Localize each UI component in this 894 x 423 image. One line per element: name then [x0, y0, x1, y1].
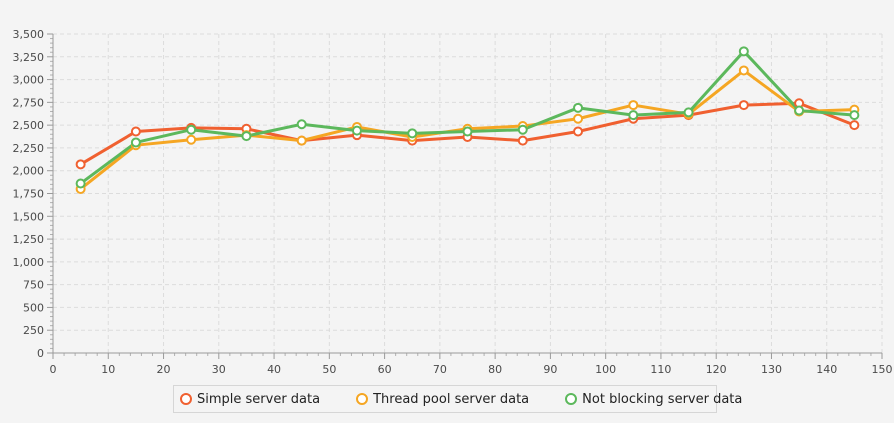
legend-label: Simple server data	[197, 391, 321, 407]
data-point	[573, 102, 584, 113]
x-tick-label: 140	[816, 363, 837, 376]
legend-label: Not blocking server data	[582, 391, 743, 407]
y-tick-label: 1,750	[13, 188, 45, 201]
data-point	[351, 125, 362, 136]
data-point	[738, 65, 749, 76]
y-tick-label: 1,500	[13, 210, 45, 223]
x-tick-label: 0	[50, 363, 57, 376]
legend-marker-icon	[180, 393, 192, 405]
data-point	[75, 178, 86, 189]
legend-marker-icon	[356, 393, 369, 405]
data-point	[849, 110, 860, 121]
data-point	[628, 110, 639, 121]
data-point	[628, 100, 639, 111]
x-tick-label: 80	[488, 363, 502, 376]
data-point	[186, 134, 197, 145]
x-tick-label: 60	[378, 363, 392, 376]
legend-item-thread-pool: Thread pool server data	[356, 392, 529, 407]
data-point	[296, 135, 307, 146]
x-tick-label: 90	[543, 363, 557, 376]
y-tick-label: 3,250	[13, 51, 45, 64]
y-tick-label: 250	[23, 324, 44, 337]
legend-label: Thread pool server data	[373, 391, 530, 407]
data-point	[849, 120, 860, 131]
x-tick-label: 70	[433, 363, 447, 376]
data-point	[794, 105, 805, 116]
x-tick-label: 40	[267, 363, 281, 376]
data-point	[738, 100, 749, 111]
x-tick-label: 20	[157, 363, 171, 376]
x-tick-label: 130	[761, 363, 782, 376]
legend-item-not-blocking: Not blocking server data	[565, 392, 742, 407]
axes: 02505007501,0001,2501,5001,7502,0002,250…	[13, 28, 893, 376]
x-tick-label: 150	[872, 363, 893, 376]
data-point	[738, 46, 749, 57]
data-point	[407, 128, 418, 139]
y-tick-label: 750	[23, 279, 44, 292]
data-point	[683, 107, 694, 118]
y-tick-label: 2,750	[13, 96, 45, 109]
x-tick-label: 120	[706, 363, 727, 376]
legend-item-simple: Simple server data	[180, 392, 320, 407]
data-point	[462, 126, 473, 137]
data-point	[296, 119, 307, 130]
data-point	[241, 131, 252, 142]
y-tick-label: 2,500	[13, 119, 45, 132]
y-tick-label: 1,000	[13, 256, 45, 269]
legend: Simple server data Thread pool server da…	[173, 385, 742, 413]
x-tick-label: 10	[101, 363, 115, 376]
y-tick-label: 1,250	[13, 233, 45, 246]
y-tick-label: 500	[23, 301, 44, 314]
data-point	[75, 159, 86, 170]
data-point	[130, 126, 141, 137]
y-tick-label: 2,000	[13, 165, 45, 178]
x-tick-label: 30	[212, 363, 226, 376]
series-line	[79, 49, 855, 185]
data-point	[573, 113, 584, 124]
x-tick-label: 50	[322, 363, 336, 376]
y-tick-label: 2,250	[13, 142, 45, 155]
series-layer	[75, 46, 860, 194]
y-tick-label: 0	[37, 347, 44, 360]
y-tick-label: 3,000	[13, 74, 45, 87]
x-tick-label: 110	[650, 363, 671, 376]
data-point	[517, 135, 528, 146]
data-point	[186, 124, 197, 135]
legend-marker-icon	[565, 393, 578, 405]
data-point	[130, 137, 141, 148]
data-point	[573, 126, 584, 137]
data-point	[517, 124, 528, 135]
x-tick-label: 100	[595, 363, 616, 376]
y-tick-label: 3,500	[13, 28, 45, 41]
